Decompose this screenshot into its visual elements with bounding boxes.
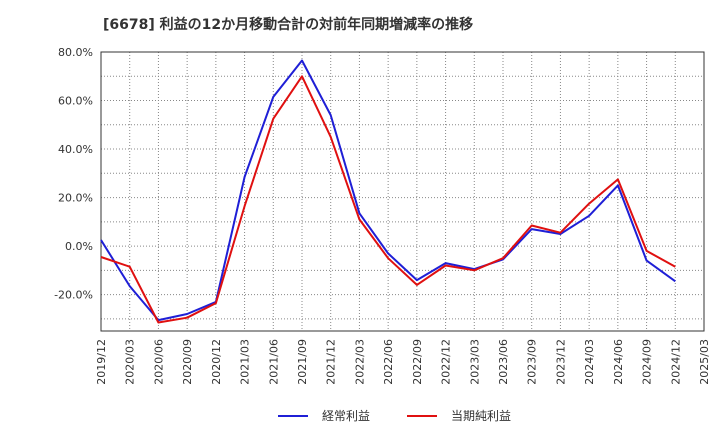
plot-frame: [100, 51, 705, 332]
x-tick-label: 2022/03: [353, 339, 366, 385]
x-tick-label: 2021/03: [239, 339, 252, 385]
x-tick-label: 2023/09: [526, 339, 539, 385]
x-tick-label: 2024/12: [669, 339, 682, 385]
x-tick-label: 2019/12: [95, 339, 108, 385]
series-line-0: [100, 59, 676, 322]
x-tick-label: 2020/09: [181, 339, 194, 385]
x-tick-label: 2023/06: [497, 339, 510, 385]
x-tick-label: 2022/09: [411, 339, 424, 385]
x-tick-label: 2024/06: [612, 339, 625, 385]
y-tick-label: 80.0%: [58, 46, 93, 59]
series-lines: [100, 59, 676, 324]
x-tick-label: 2025/03: [698, 339, 711, 385]
x-tick-label: 2024/09: [641, 339, 654, 385]
y-tick-label: -20.0%: [54, 289, 93, 302]
y-tick-label: 0.0%: [65, 240, 93, 253]
x-tick-label: 2021/09: [296, 339, 309, 385]
y-tick-label: 20.0%: [58, 192, 93, 205]
y-tick-label: 60.0%: [58, 95, 93, 108]
x-tick-label: 2021/06: [267, 339, 280, 385]
chart-title: [6678] 利益の12か月移動合計の対前年同期増減率の推移: [103, 17, 474, 33]
legend: 経常利益 当期純利益: [278, 409, 511, 423]
x-tick-label: 2020/12: [210, 339, 223, 385]
x-tick-label: 2021/12: [325, 339, 338, 385]
x-tick-label: 2022/12: [440, 339, 453, 385]
y-axis-ticks: 80.0% 60.0% 40.0% 20.0% 0.0% -20.0%: [54, 46, 93, 302]
y-tick-label: 40.0%: [58, 143, 93, 156]
x-tick-label: 2020/06: [152, 339, 165, 385]
x-axis-ticks: 2019/12 2020/03 2020/06 2020/09 2020/12 2021/…: [95, 339, 711, 385]
x-tick-label: 2020/03: [124, 339, 137, 385]
x-tick-label: 2023/12: [554, 339, 567, 385]
legend-label-1: 当期純利益: [451, 409, 511, 423]
series-line-1: [100, 75, 676, 324]
legend-label-0: 経常利益: [322, 409, 370, 423]
x-tick-label: 2022/06: [382, 339, 395, 385]
x-tick-label: 2023/03: [468, 339, 481, 385]
grid: [101, 52, 704, 331]
x-tick-label: 2024/03: [583, 339, 596, 385]
